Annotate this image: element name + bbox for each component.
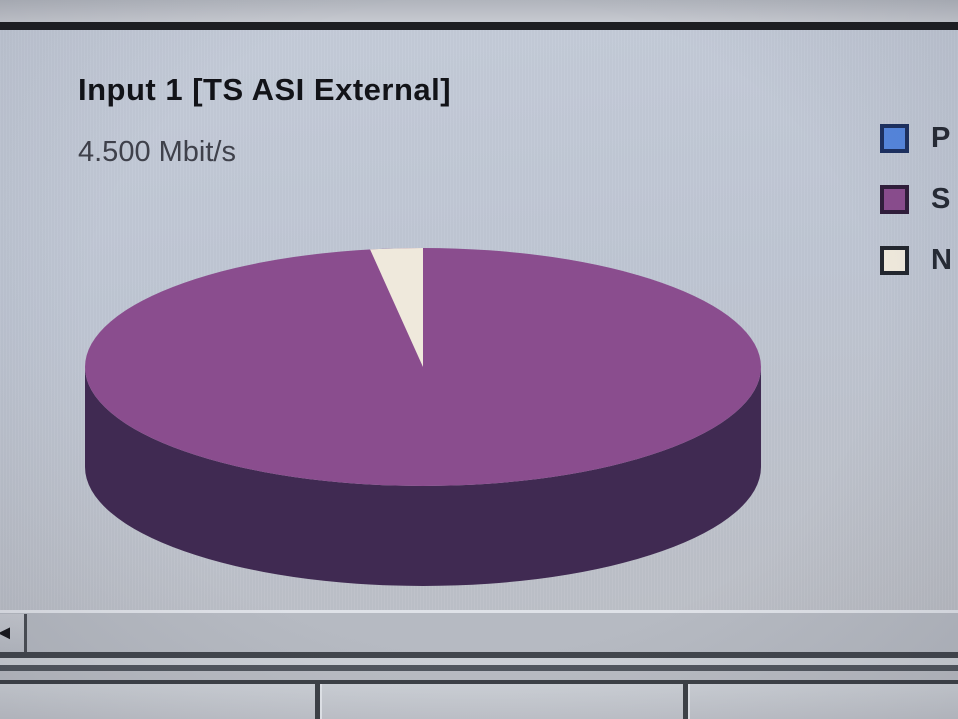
- legend-label-s: S: [931, 183, 951, 215]
- bitrate-value: 4.500 Mbit/s: [78, 136, 236, 168]
- bottom-button-1[interactable]: [0, 684, 315, 719]
- panel-top-border: [0, 22, 958, 30]
- panel-divider-line-1: [0, 652, 958, 658]
- scroll-left-icon: ◄: [0, 622, 14, 644]
- legend-swatch-s: [880, 185, 909, 214]
- bitrate-chart-panel: Input 1 [TS ASI External] 4.500 Mbit/s P…: [0, 30, 958, 610]
- bottom-button-2[interactable]: [320, 684, 683, 719]
- legend-item-s: S: [880, 183, 958, 215]
- panel-divider-highlight: [0, 658, 958, 665]
- chart-title: Input 1 [TS ASI External]: [78, 72, 452, 107]
- screen-texture-overlay: [0, 30, 958, 610]
- panel-divider-gap: [0, 671, 958, 680]
- horizontal-scrollbar[interactable]: ◄: [0, 610, 958, 654]
- panel-divider-line-2: [0, 665, 958, 671]
- scroll-left-button[interactable]: ◄: [0, 614, 27, 654]
- legend-swatch-p: [880, 124, 909, 153]
- legend-item-p: P: [880, 122, 958, 154]
- legend-label-n: N: [931, 244, 952, 276]
- legend-item-n: N: [880, 244, 958, 276]
- pie-legend: P S N: [880, 122, 958, 308]
- legend-label-p: P: [931, 122, 951, 154]
- screen-top-edge: [0, 0, 958, 22]
- bottom-button-row: [0, 680, 958, 719]
- bottom-button-3[interactable]: [688, 684, 958, 719]
- legend-swatch-n: [880, 246, 909, 275]
